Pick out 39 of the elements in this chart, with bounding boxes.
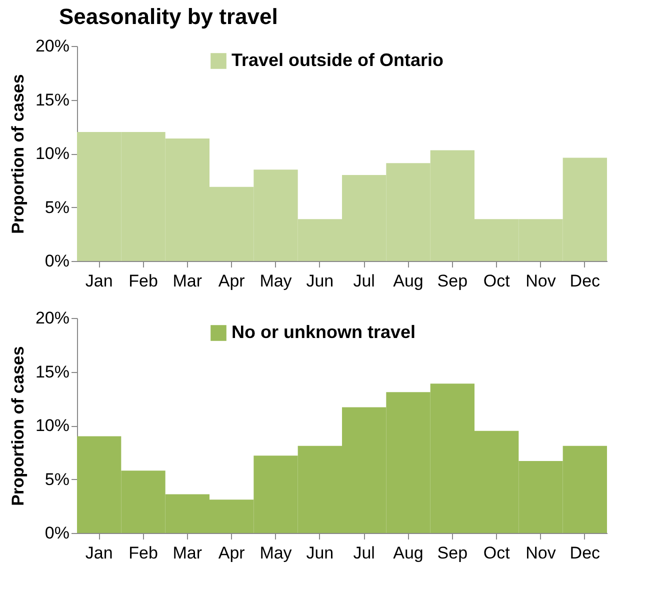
y-tick-label: 20% — [35, 36, 70, 56]
x-tick-label: Jun — [306, 272, 334, 290]
x-tick-label: Mar — [172, 272, 202, 290]
y-tick-label: 20% — [35, 308, 70, 328]
y-tick-label: 0% — [44, 252, 70, 270]
x-tick-label: Sep — [437, 544, 468, 562]
x-tick-label: Jan — [85, 272, 113, 290]
x-tick-label: Jun — [306, 544, 334, 562]
x-tick-label: Nov — [526, 272, 556, 290]
y-tick-label: 5% — [44, 470, 70, 489]
x-tick-label: Oct — [483, 272, 510, 290]
y-tick-label: 15% — [35, 90, 70, 110]
x-tick-label: Dec — [570, 544, 601, 562]
x-tick-label: Feb — [128, 544, 158, 562]
x-tick-label: Jul — [353, 544, 375, 562]
legend-label: No or unknown travel — [232, 322, 416, 342]
y-tick-label: 0% — [44, 524, 70, 542]
x-tick-label: Mar — [172, 544, 202, 562]
y-axis-title: Proportion of cases — [8, 74, 28, 234]
y-tick-label: 10% — [35, 144, 70, 163]
x-tick-label: Jan — [85, 544, 113, 562]
legend-label: Travel outside of Ontario — [232, 50, 444, 70]
x-tick-label: Dec — [570, 272, 601, 290]
x-tick-label: Aug — [393, 272, 424, 290]
x-tick-label: Nov — [526, 544, 556, 562]
x-tick-label: Aug — [393, 544, 424, 562]
x-tick-label: May — [260, 544, 292, 562]
x-tick-label: Feb — [128, 272, 158, 290]
y-axis-title: Proportion of cases — [8, 346, 28, 506]
x-tick-label: Oct — [483, 544, 510, 562]
x-tick-label: May — [260, 272, 292, 290]
x-tick-label: Apr — [218, 272, 246, 290]
x-tick-label: Sep — [437, 272, 468, 290]
chart-title: Seasonality by travel — [58, 4, 278, 29]
y-tick-label: 5% — [44, 198, 70, 217]
y-tick-label: 15% — [35, 362, 70, 382]
x-tick-label: Apr — [218, 544, 246, 562]
y-tick-label: 10% — [35, 416, 70, 435]
x-tick-label: Jul — [353, 272, 375, 290]
